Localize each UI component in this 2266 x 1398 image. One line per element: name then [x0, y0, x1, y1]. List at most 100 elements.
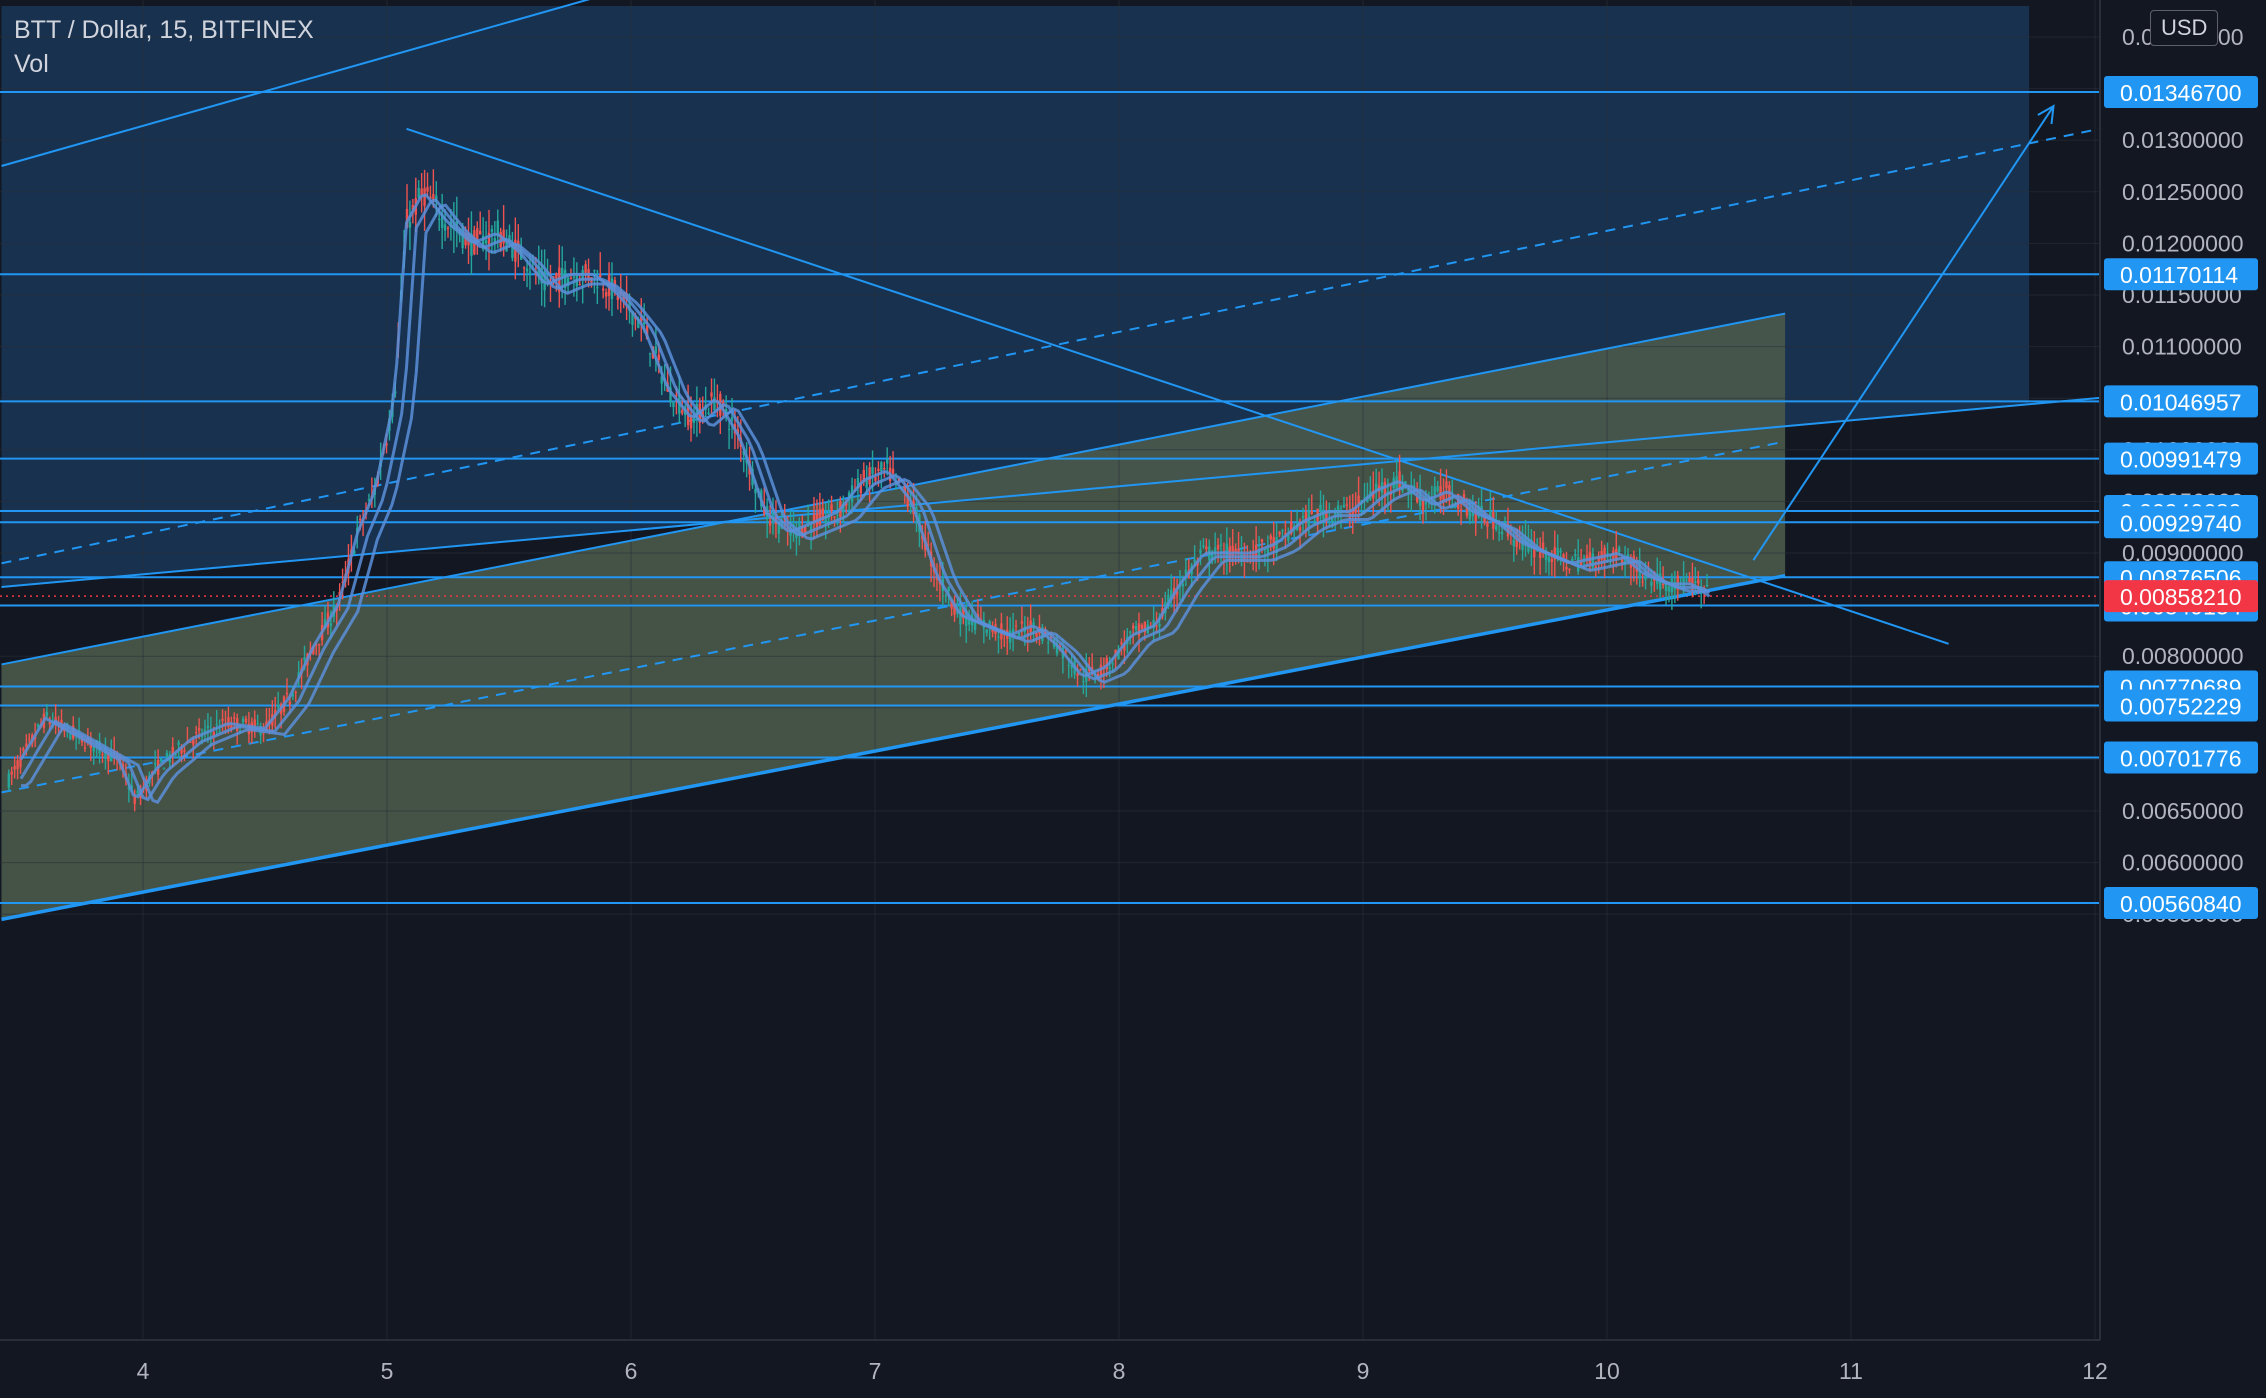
candle-body: [197, 728, 201, 731]
candle-body: [1512, 539, 1515, 547]
candle-body: [754, 488, 757, 494]
candle-body: [1582, 557, 1586, 559]
candle-body: [596, 287, 599, 289]
candle-body: [1155, 625, 1158, 627]
candle-body: [200, 735, 204, 737]
candle-body: [1568, 568, 1571, 570]
candle-body: [1474, 510, 1477, 522]
candle-body: [525, 268, 529, 272]
candle-body: [642, 322, 646, 325]
candle-body: [203, 729, 207, 733]
currency-button[interactable]: USD: [2150, 10, 2219, 46]
candle-body: [947, 586, 950, 592]
candle-body: [25, 743, 28, 748]
channel-upper-line: [1, 312, 1786, 666]
candle-body: [903, 484, 906, 493]
price-tick-label: 0.01300000: [2122, 127, 2244, 153]
candle-body: [1064, 651, 1068, 653]
candle-body: [218, 731, 221, 733]
candle-body: [1331, 518, 1334, 523]
candle-body: [1301, 516, 1305, 518]
big-channel-upper-line: [1, 0, 591, 167]
candle-body: [707, 412, 710, 414]
candle-body: [560, 268, 564, 277]
candle-body: [288, 701, 292, 705]
candle-body: [367, 499, 371, 501]
candle-body: [479, 230, 482, 235]
candle-body: [836, 514, 839, 516]
candle-body: [136, 790, 139, 794]
candle-body: [19, 757, 22, 768]
level-price-label: 0.01170114: [2120, 262, 2238, 288]
candle-body: [821, 508, 824, 521]
candle-body: [1439, 485, 1442, 500]
candle-body: [1266, 548, 1270, 555]
candle-body: [1102, 672, 1106, 674]
price-tick-label: 0.01250000: [2122, 179, 2244, 205]
candle-body: [985, 629, 988, 633]
candle-body: [944, 595, 947, 597]
candle-body: [599, 274, 602, 278]
candle-body: [833, 516, 836, 518]
candle-body: [45, 711, 49, 717]
candle-body: [353, 550, 356, 555]
candle-body: [1471, 512, 1474, 517]
candle-body: [1445, 481, 1448, 489]
level-price-label: 0.00929740: [2120, 510, 2242, 536]
candle-body: [1500, 531, 1504, 535]
candle-body: [13, 766, 16, 770]
candle-body: [1044, 629, 1047, 637]
candle-body: [1705, 584, 1709, 587]
candle-body: [315, 644, 318, 646]
candle-body: [1342, 505, 1346, 508]
candle-body: [1184, 569, 1188, 575]
candle-body: [438, 218, 441, 221]
candle-body: [1067, 664, 1070, 666]
candle-body: [28, 738, 31, 740]
candle-body: [1047, 642, 1050, 644]
candle-body: [1345, 504, 1349, 506]
level-price-label-background: [2104, 887, 2258, 919]
candle-body: [742, 451, 745, 455]
candle-body: [385, 443, 388, 446]
candle-body: [183, 750, 186, 752]
candle-body: [1167, 594, 1170, 606]
projection-arrow-head: [2037, 104, 2055, 125]
candle-body: [1574, 554, 1577, 557]
candle-body: [1433, 486, 1436, 496]
candle-body: [1685, 579, 1688, 581]
candle-body: [317, 643, 321, 646]
candle-body: [162, 768, 166, 770]
candle-body: [1129, 631, 1132, 633]
candle-body: [997, 636, 1000, 638]
candle-body: [1213, 547, 1217, 555]
candle-body: [1219, 544, 1223, 546]
candle-body: [215, 724, 218, 726]
candle-body: [1275, 537, 1278, 553]
level-price-label-background: [2104, 741, 2258, 774]
candle-body: [1123, 645, 1126, 651]
candle-body: [484, 240, 488, 244]
candle-body: [692, 414, 696, 423]
candle-body: [285, 692, 289, 695]
candle-body: [358, 518, 362, 520]
candle-body: [1694, 581, 1697, 583]
candle-body: [566, 277, 570, 287]
candle-body: [177, 742, 180, 745]
candle-body: [604, 292, 608, 297]
candle-body: [1497, 532, 1501, 534]
candle-body: [522, 267, 526, 269]
candle-body: [1290, 521, 1293, 534]
candle-body: [640, 316, 643, 322]
candle-body: [1688, 578, 1691, 582]
candle-body: [1415, 497, 1419, 503]
candle-body: [906, 493, 909, 507]
candle-body: [1096, 673, 1100, 678]
candle-body: [493, 238, 497, 244]
candle-body: [859, 483, 863, 494]
candle-body: [777, 522, 781, 534]
candle-body: [1143, 621, 1147, 633]
candle-body: [1082, 681, 1085, 683]
candle-body: [233, 717, 236, 719]
